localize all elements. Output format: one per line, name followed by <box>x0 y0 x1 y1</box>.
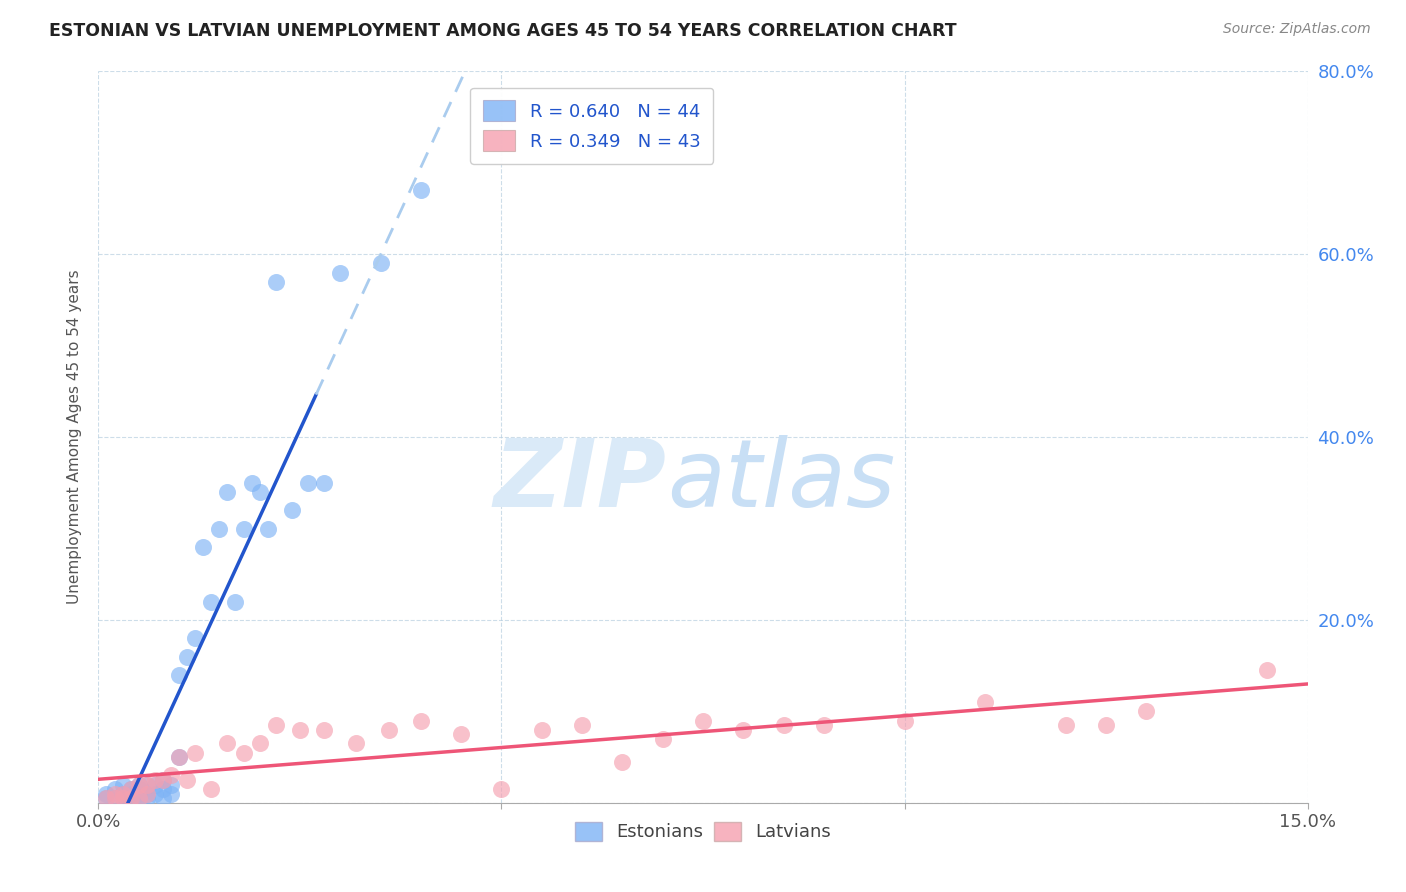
Point <box>143 778 166 792</box>
Point <box>450 727 472 741</box>
Point <box>128 791 150 805</box>
Point <box>530 723 553 737</box>
Point <box>1095 718 1118 732</box>
Point <box>772 718 794 732</box>
Text: ESTONIAN VS LATVIAN UNEMPLOYMENT AMONG AGES 45 TO 54 YEARS CORRELATION CHART: ESTONIAN VS LATVIAN UNEMPLOYMENT AMONG A… <box>49 22 957 40</box>
Point <box>264 718 287 732</box>
Point <box>281 503 304 517</box>
Point <box>152 782 174 797</box>
Point <box>96 791 118 805</box>
Point <box>249 485 271 500</box>
Point <box>288 723 311 737</box>
Point <box>128 778 150 792</box>
Point <box>111 787 134 801</box>
Point <box>128 782 150 797</box>
Point <box>135 778 157 792</box>
Point <box>193 540 215 554</box>
Y-axis label: Unemployment Among Ages 45 to 54 years: Unemployment Among Ages 45 to 54 years <box>66 269 82 605</box>
Point <box>160 778 183 792</box>
Point <box>409 714 432 728</box>
Point <box>571 718 593 732</box>
Point <box>370 256 392 270</box>
Point <box>143 772 166 787</box>
Text: atlas: atlas <box>666 435 896 526</box>
Point <box>111 778 134 792</box>
Point <box>135 787 157 801</box>
Point <box>1135 705 1157 719</box>
Point <box>167 750 190 764</box>
Point <box>152 772 174 787</box>
Point <box>128 778 150 792</box>
Text: ZIP: ZIP <box>494 435 666 527</box>
Point <box>184 746 207 760</box>
Point <box>208 521 231 535</box>
Point <box>176 649 198 664</box>
Point <box>143 787 166 801</box>
Point <box>314 475 336 490</box>
Point <box>103 787 125 801</box>
Point <box>217 736 239 750</box>
Point <box>692 714 714 728</box>
Point <box>733 723 755 737</box>
Point <box>111 791 134 805</box>
Point <box>135 791 157 805</box>
Point <box>893 714 915 728</box>
Point <box>344 736 367 750</box>
Point <box>120 791 142 805</box>
Point <box>135 778 157 792</box>
Point <box>612 755 634 769</box>
Point <box>224 594 246 608</box>
Point <box>200 594 222 608</box>
Point <box>377 723 399 737</box>
Point <box>167 750 190 764</box>
Point <box>184 632 207 646</box>
Point <box>135 787 157 801</box>
Point <box>111 791 134 805</box>
Point <box>120 782 142 797</box>
Point <box>152 772 174 787</box>
Point <box>103 791 125 805</box>
Legend: Estonians, Latvians: Estonians, Latvians <box>568 814 838 848</box>
Point <box>232 521 254 535</box>
Point <box>314 723 336 737</box>
Point <box>249 736 271 750</box>
Point <box>651 731 673 746</box>
Point <box>120 791 142 805</box>
Point <box>232 746 254 760</box>
Point <box>240 475 263 490</box>
Point <box>409 183 432 197</box>
Point <box>297 475 319 490</box>
Point <box>96 787 118 801</box>
Point <box>264 275 287 289</box>
Point <box>111 787 134 801</box>
Point <box>491 782 513 797</box>
Point <box>176 772 198 787</box>
Point <box>813 718 835 732</box>
Point <box>128 787 150 801</box>
Point <box>160 787 183 801</box>
Point <box>103 791 125 805</box>
Point <box>217 485 239 500</box>
Point <box>120 787 142 801</box>
Point <box>200 782 222 797</box>
Point <box>974 695 997 709</box>
Point <box>96 791 118 805</box>
Point <box>1054 718 1077 732</box>
Point <box>103 782 125 797</box>
Point <box>167 667 190 681</box>
Point <box>160 768 183 782</box>
Point <box>1256 663 1278 677</box>
Point <box>152 791 174 805</box>
Text: Source: ZipAtlas.com: Source: ZipAtlas.com <box>1223 22 1371 37</box>
Point <box>256 521 278 535</box>
Point <box>120 782 142 797</box>
Point <box>128 791 150 805</box>
Point <box>329 266 352 280</box>
